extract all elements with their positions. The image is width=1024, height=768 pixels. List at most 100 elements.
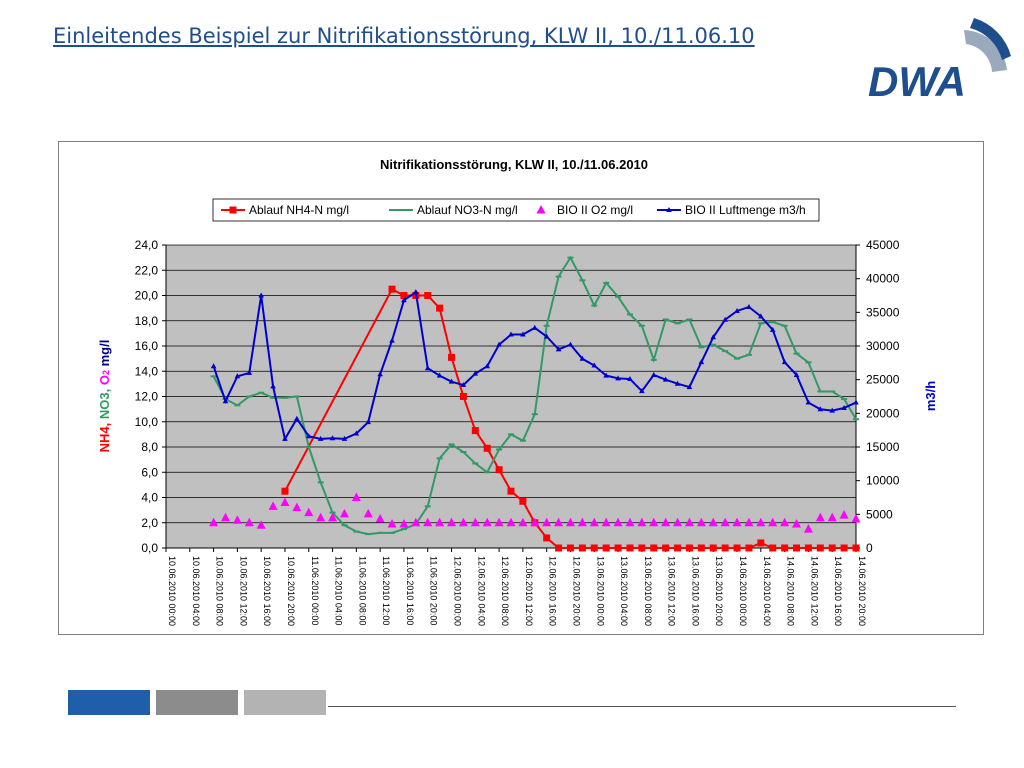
data-point [757,539,765,547]
data-point [270,396,277,399]
data-point [733,544,741,552]
y2-axis-label: m3/h [923,381,938,411]
x-tick-label: 14.06.2010 00:00 [738,556,748,626]
data-point [448,443,455,446]
legend-marker [398,209,404,211]
data-point [506,517,516,527]
data-point [793,352,800,355]
data-point [305,446,312,448]
data-point [246,369,253,375]
data-point [542,517,552,527]
data-point [317,435,324,441]
legend-item: Ablauf NO3-N mg/l [389,203,518,217]
data-point [365,419,372,425]
slide-title: Einleitendes Beispiel zur Nitrifikations… [53,24,755,48]
x-tick-label: 13.06.2010 16:00 [690,556,700,626]
data-point [769,321,776,324]
x-tick-label: 12.06.2010 20:00 [571,556,581,626]
data-point [591,304,598,307]
data-point [781,324,788,327]
data-point [722,316,728,322]
data-point [649,517,659,527]
data-point [578,544,586,552]
data-point [424,505,431,508]
data-point [484,363,491,369]
data-point [375,513,385,523]
footer-bar-light [244,690,326,715]
logo-arc-light [964,30,1007,72]
x-axis: 10.06.2010 00:00 10.06.2010 04:00 10.06.20… [165,547,867,626]
y2-tick-label: 35000 [866,305,900,319]
data-point [316,512,326,522]
data-point [650,544,658,552]
data-point [459,393,467,400]
y-axis-right: 0 5000 10000 15000 20000 25000 30000 35000 40000… [855,238,900,555]
x-tick-label: 12.06.2010 12:00 [524,556,534,626]
data-point [554,517,564,527]
data-point [650,371,657,377]
x-tick-label: 12.06.2010 04:00 [476,556,486,626]
data-point [388,285,396,293]
data-point [377,371,383,377]
x-tick-label: 10.06.2010 20:00 [286,556,296,626]
data-point [389,337,395,343]
data-point [829,407,836,413]
y-tick-label: 10,0 [135,415,159,429]
data-point [543,333,550,339]
y-label-o-sub: 2 [101,370,111,375]
x-tick-label: 14.06.2010 20:00 [857,556,867,626]
data-point [519,497,527,505]
data-point [841,404,847,410]
data-point [472,462,479,465]
data-point [293,395,300,398]
data-point [483,444,491,452]
chart-frame: Nitrifikationsstörung, KLW II, 10./11.06… [58,141,984,635]
data-point [792,519,802,528]
y2-tick-label: 0 [866,541,873,555]
y2-tick-label: 40000 [866,272,900,286]
x-tick-label: 14.06.2010 16:00 [833,556,843,626]
data-point [365,533,372,536]
legend-marker [229,206,237,214]
data-point [424,365,431,371]
data-point [543,324,550,327]
y-tick-label: 22,0 [135,263,159,277]
data-point [210,375,217,378]
data-point [399,519,409,528]
data-point [638,324,645,327]
data-point [555,346,562,352]
data-point [268,501,278,510]
legend-label: BIO II Luftmenge m3/h [685,203,806,217]
y-tick-label: 0,0 [141,541,158,555]
data-point [531,324,538,330]
data-series [209,255,861,552]
data-point [436,457,443,460]
x-tick-label: 11.06.2010 12:00 [381,556,391,625]
data-point [686,384,693,390]
data-point [662,376,669,382]
y2-tick-label: 25000 [866,373,900,387]
y-label-unit: mg/l [97,340,112,370]
nitrification-chart: Nitrifikationsstörung, KLW II, 10./11.06… [97,157,938,626]
data-point [804,544,812,552]
x-tick-label: 11.06.2010 08:00 [357,556,367,625]
x-tick-label: 11.06.2010 04:00 [334,556,344,625]
y-tick-label: 12,0 [135,390,159,404]
data-point [781,544,789,552]
data-point [363,508,373,518]
logo-arc-dark [970,18,1011,60]
logo-text: DWA [868,58,966,105]
data-point [435,517,445,527]
x-tick-label: 10.06.2010 12:00 [238,556,248,626]
data-point [815,512,825,522]
data-point [793,371,800,377]
data-point [484,471,491,474]
data-point [839,510,849,519]
y-tick-label: 14,0 [135,364,159,378]
data-point [555,275,562,278]
data-point [423,517,433,527]
data-point [698,346,705,349]
data-point [448,378,455,384]
data-point [745,353,752,356]
data-point [530,517,540,527]
